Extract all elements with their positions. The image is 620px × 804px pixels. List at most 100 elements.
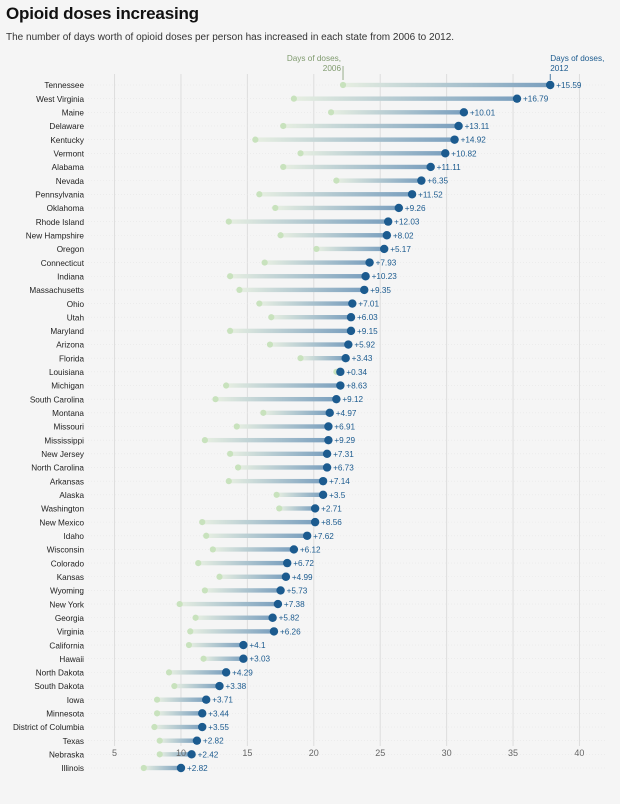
state-label: Indiana <box>57 272 84 281</box>
change-bar <box>230 328 351 334</box>
dot-2012 <box>454 121 463 131</box>
x-tick-label: 10 <box>176 748 186 758</box>
change-label: +11.52 <box>418 190 443 199</box>
dot-2006 <box>236 286 243 293</box>
change-label: +12.03 <box>394 218 420 227</box>
state-label: Connecticut <box>41 259 85 268</box>
dot-2012 <box>324 435 333 445</box>
dot-2012 <box>202 695 211 704</box>
x-tick-label: 20 <box>309 748 319 758</box>
change-bar <box>157 711 203 716</box>
dot-2006 <box>227 273 234 280</box>
state-label: Oklahoma <box>47 204 85 213</box>
state-label: New Mexico <box>39 518 84 527</box>
change-label: +7.31 <box>333 450 354 459</box>
dot-2006 <box>252 136 259 143</box>
dot-2012 <box>318 476 328 486</box>
state-label: West Virginia <box>36 95 84 104</box>
dot-2012 <box>221 668 231 677</box>
dot-2012 <box>379 244 389 254</box>
dot-2006 <box>256 300 263 307</box>
change-bar <box>203 656 244 661</box>
change-label: +14.92 <box>461 136 487 145</box>
chart-subtitle: The number of days worth of opioid doses… <box>6 32 455 43</box>
change-bar <box>169 670 227 675</box>
dot-2006 <box>203 532 210 539</box>
change-label: +8.56 <box>321 518 342 527</box>
dot-2006 <box>185 641 193 649</box>
dot-2012 <box>336 367 345 377</box>
change-bar <box>154 724 203 730</box>
change-label: +7.93 <box>376 259 397 268</box>
dot-2012 <box>383 217 393 226</box>
change-bar <box>143 765 181 771</box>
change-label: +6.91 <box>334 423 355 432</box>
change-label: +5.82 <box>279 614 300 623</box>
dot-2006 <box>212 396 219 403</box>
dot-2006 <box>233 423 240 430</box>
state-label: South Carolina <box>30 395 85 404</box>
change-bar <box>202 519 316 525</box>
change-label: +7.38 <box>284 600 305 609</box>
state-label: South Dakota <box>34 682 84 691</box>
change-label: +9.12 <box>342 395 363 404</box>
change-label: +5.73 <box>287 586 308 595</box>
change-label: +9.29 <box>334 436 355 445</box>
change-bar <box>204 588 281 593</box>
x-tick-label: 40 <box>574 748 584 758</box>
state-label: North Carolina <box>31 464 84 473</box>
state-label: Montana <box>52 409 84 418</box>
dot-2006 <box>266 341 274 348</box>
change-label: +6.26 <box>280 627 301 636</box>
state-label: Illinois <box>61 764 84 773</box>
x-axis: 5 10 15 20 25 30 35 40 <box>112 748 584 758</box>
change-label: +7.14 <box>329 477 350 486</box>
x-tick-label: 25 <box>375 748 385 758</box>
change-bar <box>263 410 330 416</box>
dot-2012 <box>281 572 291 581</box>
change-bar <box>269 342 349 347</box>
change-label: +6.12 <box>300 545 321 554</box>
legend: Days of doses, 2006 Days of doses, 2012 <box>287 54 604 80</box>
dot-2012 <box>283 558 292 568</box>
chart-title: Opioid doses increasing <box>6 4 199 23</box>
change-bar <box>230 451 328 457</box>
state-label: Iowa <box>67 696 85 705</box>
dot-2006 <box>171 682 178 690</box>
change-label: +3.43 <box>352 354 373 363</box>
change-bar <box>204 437 329 443</box>
change-bar <box>255 137 455 142</box>
state-label: Vermont <box>54 150 85 159</box>
dot-2012 <box>192 736 202 745</box>
change-bar <box>336 178 422 183</box>
state-label: Pennsylvania <box>35 190 84 199</box>
state-label: North Dakota <box>36 669 85 678</box>
change-label: +4.1 <box>249 641 266 650</box>
rows-layer: Tennessee +15.59 West Virginia +16.79 Maine +… <box>13 80 582 773</box>
change-label: +13.11 <box>465 122 490 131</box>
change-label: +4.29 <box>232 668 253 677</box>
change-bar <box>215 396 337 402</box>
state-label: Nevada <box>56 177 85 186</box>
change-label: +4.99 <box>292 573 313 582</box>
legend-2012-label: Days of doses, 2012 <box>550 54 604 73</box>
dot-2006 <box>280 122 287 130</box>
dot-2006 <box>192 614 199 621</box>
dot-2006 <box>272 204 279 212</box>
dot-2012 <box>341 354 350 363</box>
state-label: Florida <box>59 354 84 363</box>
change-bar <box>283 164 431 170</box>
change-label: +8.02 <box>393 231 414 240</box>
state-label: Georgia <box>55 614 85 623</box>
dot-2012 <box>365 258 374 267</box>
change-label: +3.44 <box>208 709 229 718</box>
dot-2012 <box>360 285 369 295</box>
change-label: +3.71 <box>212 696 233 705</box>
dot-2012 <box>215 681 224 691</box>
dot-2006 <box>277 232 284 239</box>
dot-2006 <box>201 587 208 594</box>
dot-2012 <box>441 149 450 158</box>
change-bar <box>259 301 353 306</box>
change-label: +9.15 <box>357 327 378 336</box>
state-label: Nebraska <box>49 751 84 760</box>
